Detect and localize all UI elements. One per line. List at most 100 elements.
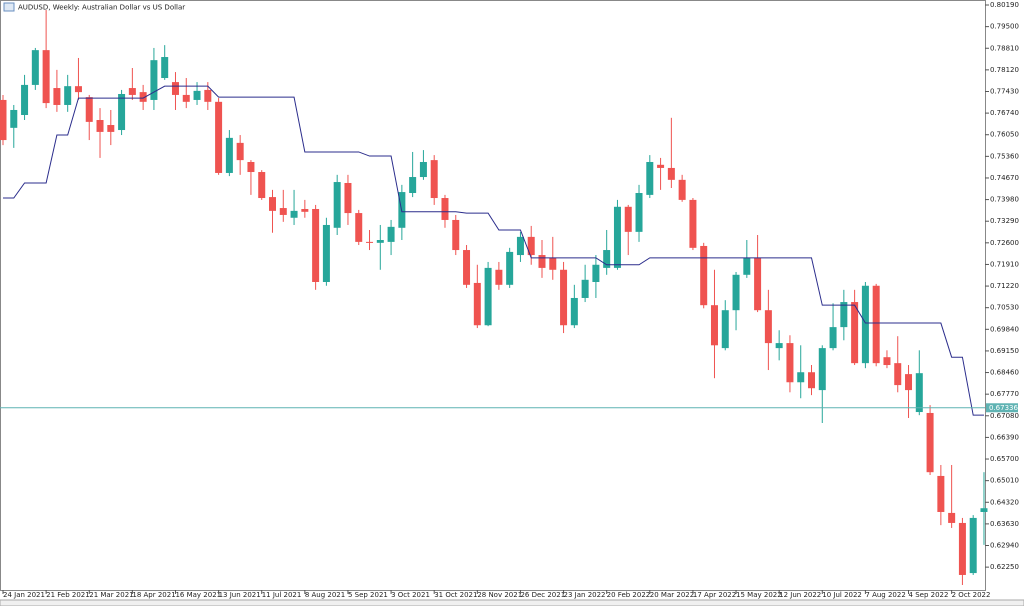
candle-body	[419, 161, 427, 178]
y-tick-label: 0.74670	[990, 174, 1019, 182]
candle-body	[473, 282, 481, 326]
candle-body	[290, 210, 298, 218]
scrollbar	[0, 599, 1024, 606]
candle-body	[355, 213, 363, 242]
candle-body	[872, 285, 880, 364]
y-tick-label: 0.72600	[990, 239, 1019, 247]
candle-body	[204, 89, 212, 102]
y-tick-label: 0.63630	[990, 520, 1019, 528]
y-tick-label: 0.62940	[990, 542, 1019, 550]
candle-body	[225, 137, 233, 173]
x-tick-label: 16 May 2021	[175, 591, 221, 599]
candle-body	[861, 285, 869, 364]
candle-body	[366, 241, 374, 243]
x-tick-label: 21 Feb 2021	[46, 591, 90, 599]
candle-body	[980, 508, 988, 512]
candle-body	[700, 245, 708, 306]
candle-body	[409, 177, 417, 194]
candle-body	[570, 297, 578, 326]
candle-body	[31, 50, 39, 85]
candle-body	[258, 172, 266, 199]
candle-body	[635, 193, 643, 232]
candle-body	[516, 236, 524, 256]
candle-body	[689, 199, 697, 248]
price-label: 0.67336	[989, 404, 1018, 412]
candle-body	[128, 88, 136, 95]
y-tick-label: 0.70530	[990, 304, 1019, 312]
candle-body	[797, 372, 805, 383]
candle-body	[74, 86, 82, 93]
x-tick-label: 23 Jan 2022	[564, 591, 606, 599]
candle-body	[96, 120, 104, 132]
candle-body	[107, 125, 115, 132]
candle-body	[42, 50, 50, 104]
candle-body	[851, 302, 859, 364]
candle-body	[452, 219, 460, 251]
candle-body	[667, 167, 675, 180]
candle-body	[894, 363, 902, 386]
x-tick-label: 11 Jul 2021	[262, 591, 302, 599]
y-tick-label: 0.71220	[990, 282, 1019, 290]
candle-body	[613, 206, 621, 268]
candle-body	[624, 206, 632, 232]
x-tick-label: 31 Oct 2021	[434, 591, 477, 599]
candle-body	[829, 327, 837, 349]
x-tick-label: 10 Jul 2022	[822, 591, 862, 599]
candle-body	[376, 240, 384, 243]
candle-body	[161, 57, 169, 79]
candle-body	[937, 475, 945, 512]
candle-body	[581, 279, 589, 298]
x-tick-label: 28 Nov 2021	[477, 591, 522, 599]
x-tick-label: 7 Aug 2022	[865, 591, 905, 599]
y-tick-label: 0.76050	[990, 131, 1019, 139]
y-tick-label: 0.69840	[990, 325, 1019, 333]
candle-body	[538, 255, 546, 268]
candle-body	[344, 182, 352, 214]
candle-body	[150, 60, 158, 100]
candle-body	[754, 257, 762, 311]
candle-body	[775, 343, 783, 349]
y-tick-label: 0.67770	[990, 390, 1019, 398]
candle-body	[840, 302, 848, 328]
candle-body	[808, 372, 815, 389]
candle-body	[883, 357, 891, 366]
y-tick-label: 0.78810	[990, 44, 1019, 52]
candle-body	[732, 274, 740, 311]
x-tick-label: 24 Jan 2021	[3, 591, 45, 599]
y-tick-label: 0.79500	[990, 23, 1019, 31]
candle-body	[322, 224, 330, 282]
y-tick-label: 0.71910	[990, 260, 1019, 268]
x-tick-label: 20 Mar 2022	[650, 591, 694, 599]
candle-body	[560, 269, 568, 326]
x-tick-label: 26 Dec 2021	[520, 591, 565, 599]
candle-body	[139, 92, 147, 102]
candle-body	[387, 226, 395, 242]
candle-body	[915, 373, 923, 413]
candle-body	[743, 257, 751, 275]
y-tick-label: 0.66390	[990, 433, 1019, 441]
x-tick-label: 5 Sep 2021	[348, 591, 388, 599]
candle-body	[710, 305, 718, 346]
candle-body	[236, 142, 244, 161]
candle-body	[603, 250, 611, 268]
chart-title: AUDUSD, Weekly: Australian Dollar vs US …	[18, 4, 185, 12]
x-tick-label: 18 Apr 2021	[132, 591, 175, 599]
y-tick-label: 0.62250	[990, 563, 1019, 571]
x-tick-label: 2 Oct 2022	[952, 591, 991, 599]
candle-body	[182, 94, 190, 102]
indicator-line	[3, 85, 984, 416]
y-tick-label: 0.69150	[990, 347, 1019, 355]
candle-body	[484, 267, 492, 326]
y-tick-label: 0.65010	[990, 477, 1019, 485]
x-tick-label: 20 Feb 2022	[607, 591, 651, 599]
x-tick-label: 12 Jun 2022	[779, 591, 821, 599]
candle-body	[215, 101, 223, 173]
candle-body	[969, 517, 977, 574]
candle-body	[333, 182, 341, 228]
candle-body	[549, 257, 557, 270]
x-tick-label: 13 Jun 2021	[219, 591, 261, 599]
candle-body	[21, 84, 29, 115]
candle-body	[85, 97, 93, 122]
y-tick-label: 0.77430	[990, 87, 1019, 95]
